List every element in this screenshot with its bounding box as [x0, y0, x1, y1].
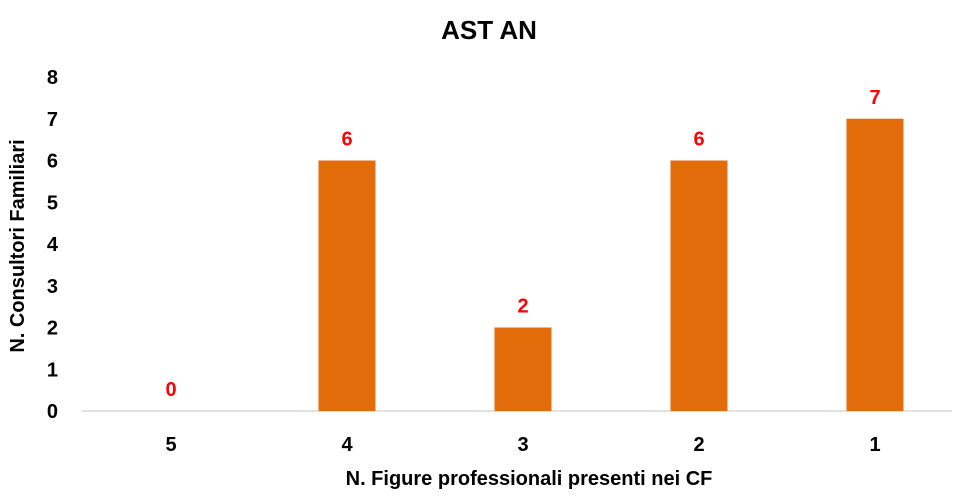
bar [318, 160, 376, 411]
y-tick-label: 1 [47, 359, 58, 381]
x-axis-title: N. Figure professionali presenti nei CF [346, 468, 713, 490]
bar [846, 118, 904, 411]
y-tick-label: 7 [47, 109, 58, 131]
y-tick-label: 8 [47, 67, 58, 89]
y-tick-label: 2 [47, 318, 58, 340]
x-tick-label: 1 [869, 434, 880, 456]
y-tick-label: 4 [47, 234, 59, 256]
bar [494, 327, 552, 411]
plot-area: 0 1 2 3 4 5 6 7 8 0 5 6 4 2 3 6 2 7 1 [47, 67, 952, 456]
data-label: 0 [165, 379, 176, 401]
x-tick-label: 5 [165, 434, 176, 456]
y-tick-label: 5 [47, 192, 58, 214]
data-label: 6 [693, 129, 704, 151]
data-label: 2 [517, 296, 528, 318]
y-tick-label: 3 [47, 276, 58, 298]
y-axis-title: N. Consultori Familiari [7, 139, 29, 352]
data-label: 7 [869, 87, 880, 109]
x-tick-label: 3 [517, 434, 528, 456]
data-label: 6 [341, 129, 352, 151]
x-tick-label: 2 [693, 434, 704, 456]
x-tick-label: 4 [341, 434, 353, 456]
bar [670, 160, 728, 411]
y-tick-label: 0 [47, 401, 58, 423]
chart-title: AST AN [441, 15, 537, 45]
y-tick-label: 6 [47, 151, 58, 173]
